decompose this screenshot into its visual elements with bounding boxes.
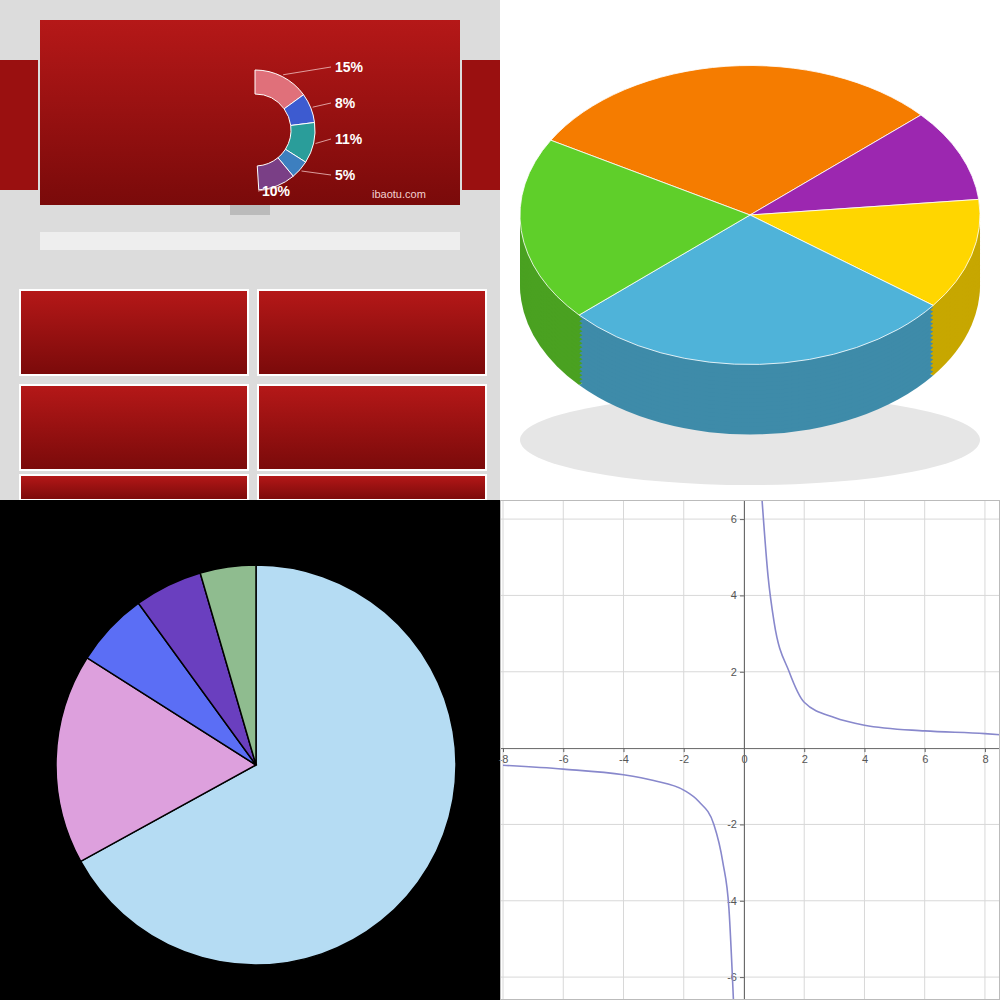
tick-mark	[740, 977, 744, 978]
tick-label: 2	[731, 666, 737, 678]
pie-slice	[520, 140, 750, 315]
tick: -2	[727, 818, 744, 830]
tick-mark	[740, 901, 744, 902]
grid-line	[563, 500, 564, 1000]
tick: -6	[559, 748, 569, 765]
tick: -4	[619, 748, 629, 765]
background	[0, 0, 500, 500]
slide-stand	[230, 205, 270, 215]
data-label: 10%	[262, 183, 291, 199]
tick-label: -6	[559, 753, 569, 765]
tick-mark	[804, 748, 805, 752]
tick-label: 2	[802, 753, 808, 765]
thumbnail	[20, 475, 248, 500]
grid-line	[500, 595, 1000, 596]
tick-mark	[864, 748, 865, 752]
leader-line	[302, 171, 331, 175]
tick-mark	[925, 748, 926, 752]
tick-mark	[684, 748, 685, 752]
tick: 4	[862, 748, 868, 765]
chart-collage: 15%8%11%5%10%ibaotu.com-8-6-4-202468-6-4…	[0, 0, 1000, 1000]
thumbnail	[20, 290, 248, 375]
grid-line	[500, 519, 1000, 520]
tick: -6	[727, 971, 744, 983]
axis-line	[501, 749, 1000, 753]
grid-line	[623, 500, 624, 1000]
thumbnail	[258, 290, 486, 375]
grid-line	[500, 824, 1000, 825]
background	[500, 500, 1000, 1000]
grid-line	[500, 900, 1000, 901]
leader-line	[316, 139, 331, 144]
pie-slice	[750, 115, 979, 215]
donut-panel: 15% 8% 11% 5% 10% ibaotu.com	[0, 0, 500, 500]
grid-line	[864, 500, 865, 1000]
watermark: ibaotu.com	[372, 188, 426, 200]
tick-mark	[563, 748, 564, 752]
data-label: 11%	[335, 131, 363, 147]
side-slide	[462, 60, 500, 190]
tick-label: 6	[731, 513, 737, 525]
pie-slice	[200, 565, 256, 765]
data-label: 8%	[335, 95, 356, 111]
tick-mark	[740, 595, 744, 596]
tick: 2	[802, 748, 808, 765]
tick-mark	[623, 748, 624, 752]
donut-segment	[284, 95, 314, 126]
plot-area	[503, 500, 1000, 1000]
tick-label: 6	[922, 753, 928, 765]
tick-mark	[740, 824, 744, 825]
pie-panel	[0, 500, 500, 1000]
background	[0, 500, 500, 1000]
tick: 4	[731, 589, 744, 601]
tick-label: 4	[862, 753, 868, 765]
grid-line	[503, 500, 504, 1000]
side-slide	[0, 60, 38, 190]
thumbnail	[258, 385, 486, 470]
line-panel: -8-6-4-202468-6-4-2246	[499, 500, 1000, 1000]
grid-line	[804, 500, 805, 1000]
tick-label: -2	[727, 818, 737, 830]
tick: 2	[731, 666, 744, 678]
tick-label: -4	[619, 753, 629, 765]
tick-mark	[985, 748, 986, 752]
data-label: 15%	[335, 59, 364, 75]
pie-top	[520, 66, 980, 365]
leader-line	[313, 103, 331, 107]
grid-line	[984, 500, 985, 1000]
data-label: 5%	[335, 167, 356, 183]
tick-label: 8	[982, 753, 988, 765]
leader-line	[283, 67, 331, 75]
tick-mark	[503, 748, 504, 752]
tick-mark	[740, 672, 744, 673]
tick-label: -2	[679, 753, 689, 765]
tick: -4	[727, 895, 744, 907]
thumbnail	[258, 475, 486, 500]
pie	[56, 565, 456, 965]
grid-line	[683, 500, 684, 1000]
reflection	[40, 232, 460, 250]
background	[500, 0, 1000, 500]
grid-line	[924, 500, 925, 1000]
x-axis: -8-6-4-202468	[499, 748, 1000, 765]
tick: 8	[982, 748, 988, 765]
grid-line	[500, 671, 1000, 672]
plot-frame	[501, 501, 1000, 1000]
grid-line	[500, 977, 1000, 978]
tick-label: 4	[731, 589, 737, 601]
pie3d-panel	[500, 0, 1000, 500]
tick: 6	[731, 513, 744, 525]
tick-mark	[740, 519, 744, 520]
line-series	[503, 500, 1000, 1000]
tick: -2	[679, 748, 689, 765]
axis-line	[740, 501, 745, 1000]
tick: 6	[922, 748, 928, 765]
slide	[40, 20, 460, 205]
thumbnail	[20, 385, 248, 470]
